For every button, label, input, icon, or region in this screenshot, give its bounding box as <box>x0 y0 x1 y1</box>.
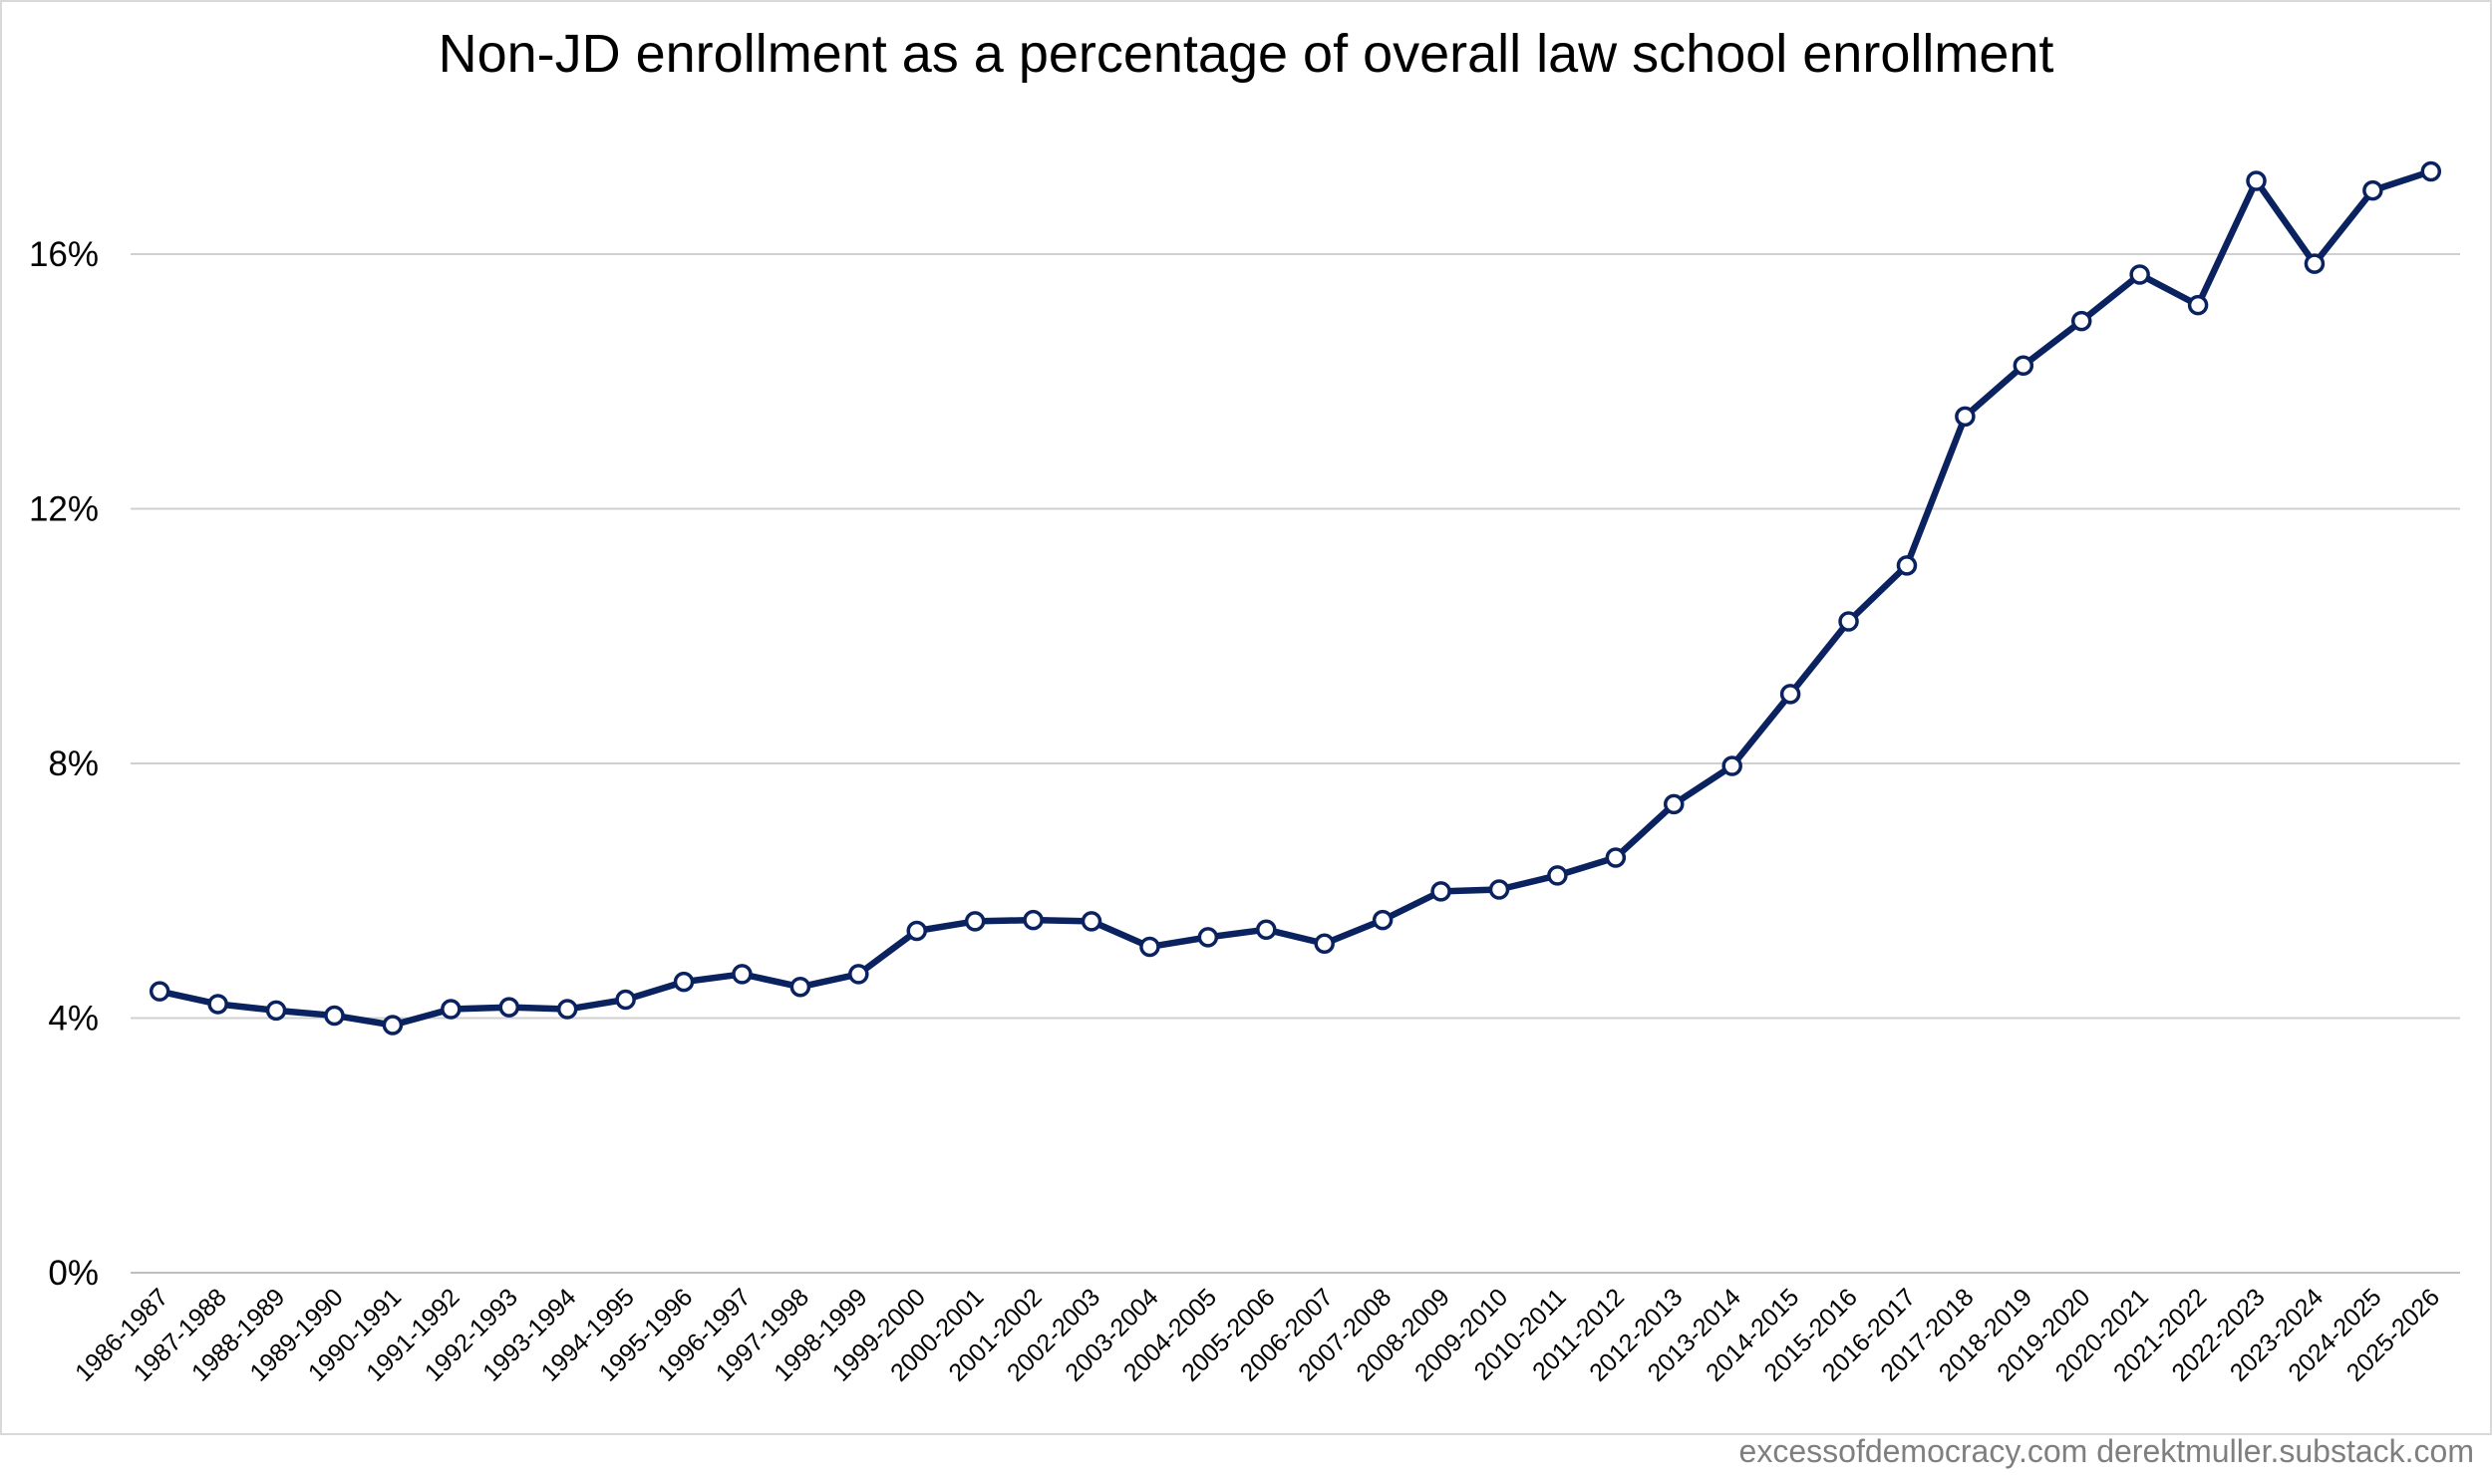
data-point <box>1721 755 1742 776</box>
data-point <box>1139 936 1160 958</box>
data-point <box>1081 911 1102 932</box>
series-line <box>158 167 2432 1029</box>
source-footer: excessofdemocracy.com derektmuller.subst… <box>1738 1433 2474 1469</box>
data-point <box>964 911 986 932</box>
data-point <box>1605 847 1627 868</box>
data-point <box>2129 264 2150 285</box>
data-point <box>324 1005 345 1027</box>
data-point <box>1896 555 1918 576</box>
data-point <box>848 964 869 985</box>
data-point <box>265 1000 287 1022</box>
data-point <box>207 994 228 1015</box>
y-tick-label: 12% <box>29 490 99 529</box>
data-point <box>149 981 170 1002</box>
data-point <box>2187 294 2209 316</box>
y-tick-label: 0% <box>48 1254 99 1293</box>
chart-title: Non-JD enrollment as a percentage of ove… <box>439 24 2054 84</box>
chart-frame <box>0 0 2492 1435</box>
data-point <box>789 976 811 998</box>
data-point <box>2304 253 2326 274</box>
data-point <box>2246 170 2267 191</box>
data-point <box>2013 355 2034 377</box>
data-point <box>673 971 695 993</box>
y-tick-label: 4% <box>48 1000 99 1039</box>
data-point <box>441 999 462 1020</box>
data-point <box>1664 793 1685 815</box>
data-point <box>2362 179 2383 201</box>
data-point <box>1430 881 1451 902</box>
data-point <box>2420 160 2442 182</box>
y-tick-label: 8% <box>48 744 99 783</box>
data-point <box>1547 865 1568 886</box>
data-point <box>1256 919 1277 940</box>
data-point <box>1955 406 1976 428</box>
data-point <box>1197 927 1219 948</box>
y-tick-label: 16% <box>29 235 99 274</box>
data-point <box>1779 684 1801 705</box>
data-point <box>732 964 753 985</box>
data-point <box>498 997 520 1018</box>
data-point <box>1372 909 1394 931</box>
data-point <box>1314 933 1335 955</box>
data-point <box>906 920 927 942</box>
data-point <box>1488 879 1510 900</box>
data-point <box>1838 611 1859 632</box>
data-point <box>382 1015 404 1036</box>
data-point <box>615 989 636 1011</box>
data-point <box>1023 909 1044 931</box>
data-point <box>556 999 578 1020</box>
data-point <box>2070 310 2092 332</box>
